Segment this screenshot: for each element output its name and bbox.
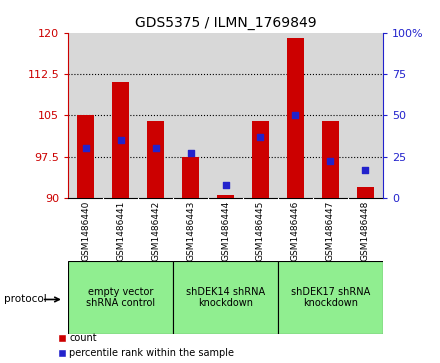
Text: GSM1486445: GSM1486445: [256, 201, 265, 261]
Point: [82, 146, 89, 151]
Text: GSM1486443: GSM1486443: [186, 201, 195, 261]
Bar: [322, 121, 339, 198]
Bar: [173, 261, 278, 334]
Text: shDEK17 shRNA
knockdown: shDEK17 shRNA knockdown: [291, 287, 370, 309]
Text: GSM1486446: GSM1486446: [291, 201, 300, 261]
Bar: [112, 82, 129, 198]
Text: GSM1486441: GSM1486441: [116, 201, 125, 261]
Bar: [287, 38, 304, 198]
Point: [222, 182, 229, 188]
Bar: [68, 261, 173, 334]
Text: GSM1486448: GSM1486448: [361, 201, 370, 261]
Title: GDS5375 / ILMN_1769849: GDS5375 / ILMN_1769849: [135, 16, 316, 30]
Bar: [182, 156, 199, 198]
Text: GSM1486444: GSM1486444: [221, 201, 230, 261]
Bar: [217, 195, 234, 198]
Text: empty vector
shRNA control: empty vector shRNA control: [86, 287, 155, 309]
Text: protocol: protocol: [4, 294, 47, 305]
Point: [152, 146, 159, 151]
Point: [117, 137, 124, 143]
Bar: [147, 121, 164, 198]
Bar: [252, 121, 269, 198]
Bar: [356, 187, 374, 198]
Legend: count, percentile rank within the sample: count, percentile rank within the sample: [58, 333, 235, 358]
Point: [292, 113, 299, 118]
Bar: [77, 115, 95, 198]
Text: GSM1486440: GSM1486440: [81, 201, 90, 261]
Text: GSM1486442: GSM1486442: [151, 201, 160, 261]
Point: [257, 134, 264, 140]
Point: [362, 167, 369, 173]
Bar: [278, 261, 383, 334]
Text: GSM1486447: GSM1486447: [326, 201, 335, 261]
Point: [187, 150, 194, 156]
Text: shDEK14 shRNA
knockdown: shDEK14 shRNA knockdown: [186, 287, 265, 309]
Point: [327, 159, 334, 164]
